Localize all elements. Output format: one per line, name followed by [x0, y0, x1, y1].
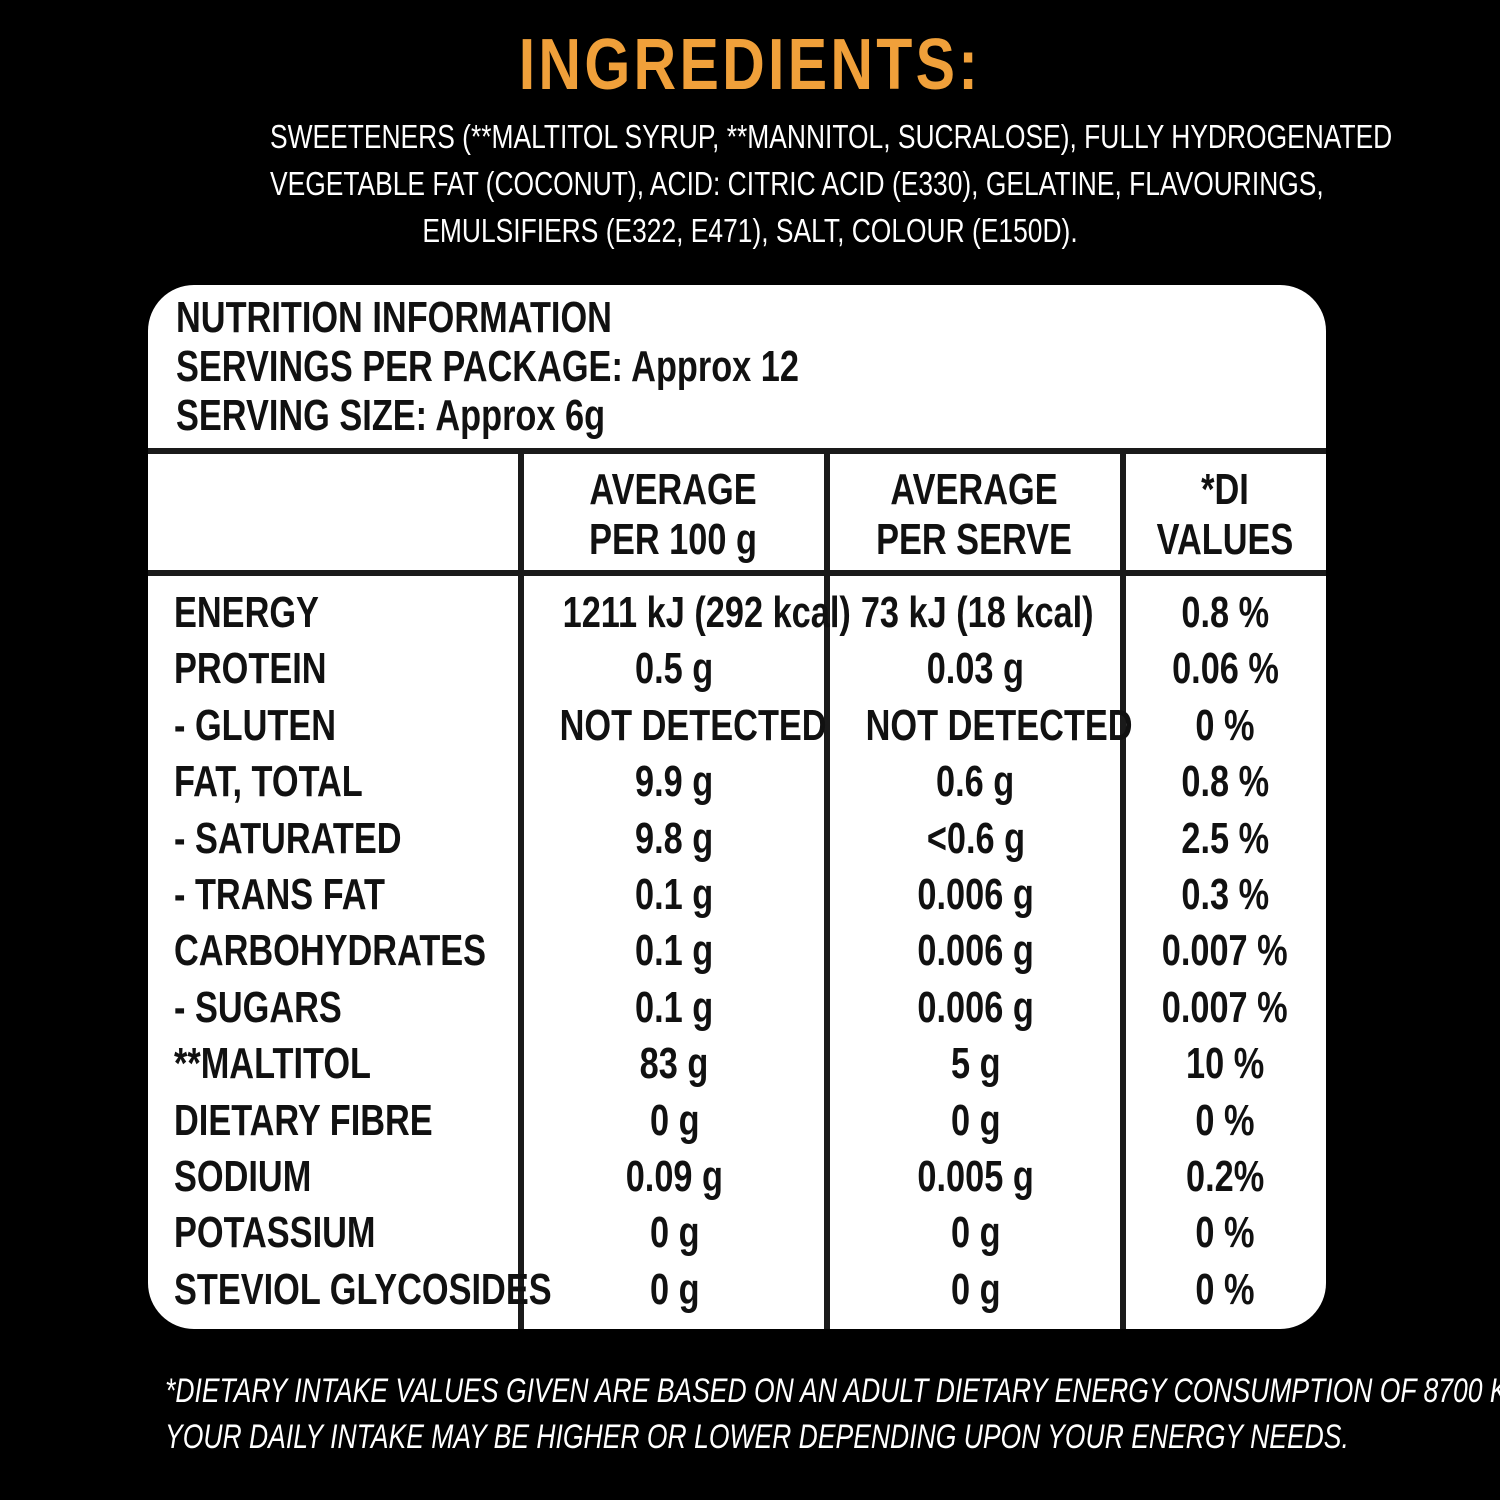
per-serve-value: 0.005 g	[917, 1151, 1034, 1201]
nutrient-name: - SATURATED	[174, 813, 402, 863]
table-row: FAT, TOTAL 9.9 g 0.6 g 0.8 %	[148, 754, 1326, 810]
serving-size-value: Approx 6g	[435, 391, 606, 440]
per-serve-value: 0.006 g	[917, 982, 1034, 1032]
ingredients-title: INGREDIENTS:	[518, 25, 982, 105]
di-value: 0.8 %	[1181, 588, 1269, 637]
per-serve-value: <0.6 g	[926, 813, 1025, 863]
table-row: CARBOHYDRATES 0.1 g 0.006 g 0.007 %	[148, 923, 1326, 979]
per-serve-value: 0.006 g	[917, 926, 1034, 976]
per-100g-value: 9.9 g	[635, 757, 714, 807]
per-100g-value: 0.5 g	[635, 644, 714, 694]
column-header-line: AVERAGE	[890, 465, 1058, 514]
footnote-line: *DIETARY INTAKE VALUES GIVEN ARE BASED O…	[165, 1372, 1500, 1410]
ingredients-line: VEGETABLE FAT (COCONUT), ACID: CITRIC AC…	[270, 165, 1324, 202]
per-100g-value: 0.1 g	[635, 926, 714, 976]
table-row: DIETARY FIBRE 0 g 0 g 0 %	[148, 1093, 1326, 1149]
per-100g-value: 0 g	[649, 1208, 700, 1258]
table-row: PROTEIN 0.5 g 0.03 g 0.06 %	[148, 641, 1326, 697]
dietary-intake-footnote: *DIETARY INTAKE VALUES GIVEN ARE BASED O…	[0, 1368, 1500, 1460]
per-100g-value: 83 g	[640, 1039, 709, 1089]
table-row: STEVIOL GLYCOSIDES 0 g 0 g 0 %	[148, 1262, 1326, 1318]
nutrient-name: - SUGARS	[174, 982, 342, 1032]
per-serve-value: 0 g	[950, 1264, 1001, 1314]
nutrient-name: **MALTITOL	[174, 1039, 372, 1089]
per-100g-value: 0 g	[649, 1264, 700, 1314]
nutrient-name: ENERGY	[174, 588, 319, 637]
table-row: - GLUTEN NOT DETECTED NOT DETECTED 0 %	[148, 698, 1326, 754]
column-header-line: AVERAGE	[589, 465, 757, 514]
table-row: - SATURATED 9.8 g <0.6 g 2.5 %	[148, 811, 1326, 867]
footnote-line: YOUR DAILY INTAKE MAY BE HIGHER OR LOWER…	[165, 1418, 1349, 1456]
per-serve-value: NOT DETECTED	[865, 700, 1133, 750]
table-row: SODIUM 0.09 g 0.005 g 0.2%	[148, 1149, 1326, 1205]
per-100g-value: 1211 kJ (292 kcal)	[562, 588, 851, 637]
nutrient-name: STEVIOL GLYCOSIDES	[174, 1264, 552, 1314]
per-serve-value: 0 g	[950, 1208, 1001, 1258]
nutrition-table-body: ENERGY 1211 kJ (292 kcal) 73 kJ (18 kcal…	[148, 585, 1326, 1318]
per-serve-value: 0 g	[950, 1095, 1001, 1145]
per-100g-value: NOT DETECTED	[559, 700, 827, 750]
column-header-line: PER 100 g	[589, 515, 757, 564]
nutrient-name: POTASSIUM	[174, 1208, 376, 1258]
table-row: - TRANS FAT 0.1 g 0.006 g 0.3 %	[148, 867, 1326, 923]
servings-per-package-value: Approx 12	[631, 342, 799, 391]
nutrient-name: - TRANS FAT	[174, 869, 385, 919]
nutrient-name: CARBOHYDRATES	[174, 926, 487, 976]
di-value: 0.007 %	[1162, 926, 1288, 976]
table-row: - SUGARS 0.1 g 0.006 g 0.007 %	[148, 980, 1326, 1036]
di-value: 0 %	[1195, 700, 1255, 750]
per-serve-value: 0.03 g	[926, 644, 1025, 694]
per-100g-value: 0 g	[649, 1095, 700, 1145]
divider-col-2	[824, 448, 830, 1329]
di-value: 0.2%	[1185, 1151, 1265, 1201]
per-serve-value: 0.006 g	[917, 869, 1034, 919]
column-header-per-100g: AVERAGE PER 100 g	[522, 465, 824, 565]
per-100g-value: 0.09 g	[625, 1151, 724, 1201]
nutrition-heading: NUTRITION INFORMATION	[176, 293, 612, 342]
ingredients-line: EMULSIFIERS (E322, E471), SALT, COLOUR (…	[422, 212, 1078, 249]
column-header-per-serve: AVERAGE PER SERVE	[828, 465, 1120, 565]
table-row: ENERGY 1211 kJ (292 kcal) 73 kJ (18 kcal…	[148, 585, 1326, 641]
table-row: POTASSIUM 0 g 0 g 0 %	[148, 1205, 1326, 1261]
di-value: 2.5 %	[1181, 813, 1269, 863]
divider-columns	[148, 570, 1326, 576]
per-serve-value: 0.6 g	[936, 757, 1015, 807]
di-value: 0 %	[1195, 1264, 1255, 1314]
column-header-line: VALUES	[1156, 515, 1294, 564]
divider-col-3	[1120, 448, 1126, 1329]
di-value: 10 %	[1185, 1039, 1265, 1089]
di-value: 0.8 %	[1181, 757, 1269, 807]
nutrient-name: - GLUTEN	[174, 700, 337, 750]
di-value: 0.3 %	[1181, 869, 1269, 919]
di-value: 0 %	[1195, 1208, 1255, 1258]
per-serve-value: 5 g	[950, 1039, 1001, 1089]
ingredients-line: SWEETENERS (**MALTITOL SYRUP, **MANNITOL…	[270, 118, 1393, 155]
per-100g-value: 0.1 g	[635, 982, 714, 1032]
nutrient-name: PROTEIN	[174, 644, 327, 694]
nutrient-name: DIETARY FIBRE	[174, 1095, 433, 1145]
di-value: 0.007 %	[1162, 982, 1288, 1032]
serving-size: SERVING SIZE: Approx 6g	[176, 391, 1034, 440]
servings-per-package: SERVINGS PER PACKAGE: Approx 12	[176, 342, 1034, 391]
nutrition-header: NUTRITION INFORMATION SERVINGS PER PACKA…	[176, 293, 1276, 440]
column-header-line: *DI	[1201, 465, 1249, 514]
di-value: 0.06 %	[1171, 644, 1279, 694]
column-header-di-values: *DI VALUES	[1124, 465, 1326, 565]
serving-size-label: SERVING SIZE:	[176, 391, 428, 440]
di-value: 0 %	[1195, 1095, 1255, 1145]
servings-per-package-label: SERVINGS PER PACKAGE:	[176, 342, 623, 391]
table-row: **MALTITOL 83 g 5 g 10 %	[148, 1036, 1326, 1092]
per-serve-value: 73 kJ (18 kcal)	[860, 588, 1094, 637]
nutrient-name: FAT, TOTAL	[174, 757, 363, 807]
nutrient-name: SODIUM	[174, 1151, 312, 1201]
divider-header	[148, 448, 1326, 454]
nutrition-panel: NUTRITION INFORMATION SERVINGS PER PACKA…	[148, 285, 1326, 1329]
column-header-line: PER SERVE	[876, 515, 1072, 564]
per-100g-value: 0.1 g	[635, 869, 714, 919]
ingredients-list: SWEETENERS (**MALTITOL SYRUP, **MANNITOL…	[150, 113, 1393, 254]
divider-col-1	[518, 448, 524, 1329]
per-100g-value: 9.8 g	[635, 813, 714, 863]
